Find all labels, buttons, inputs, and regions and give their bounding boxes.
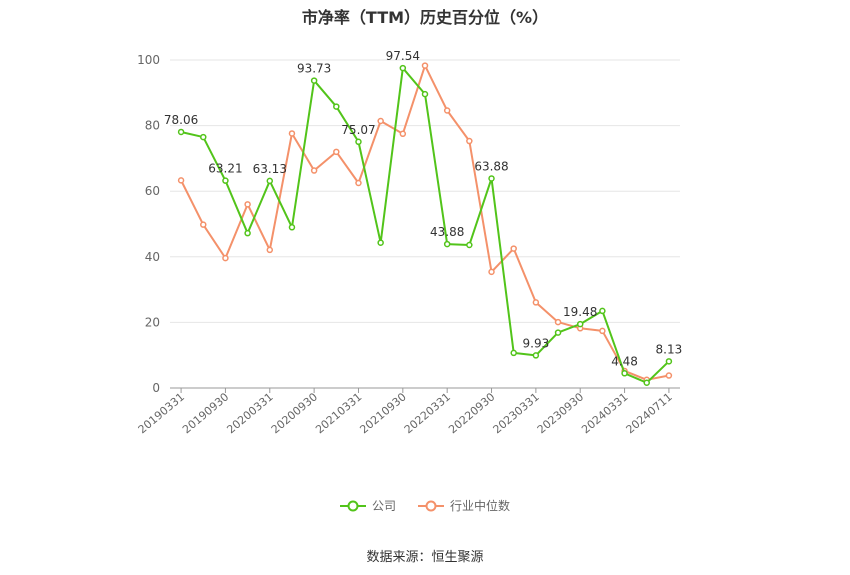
y-tick-label: 100: [137, 53, 160, 67]
data-point: [399, 64, 407, 72]
data-point: [488, 175, 495, 182]
data-point: [532, 299, 540, 306]
data-point: [443, 107, 451, 114]
x-tick-label: 20200331: [224, 390, 275, 436]
y-tick-label: 20: [145, 315, 160, 329]
data-point: [421, 62, 429, 69]
data-point: [333, 148, 340, 156]
data-label: 93.73: [297, 62, 331, 76]
data-label: 78.06: [164, 113, 198, 127]
data-point: [222, 254, 229, 262]
legend-label: 行业中位数: [450, 499, 511, 513]
legend-marker-icon: [339, 500, 366, 511]
x-tick-label: 20190331: [136, 390, 187, 436]
data-point: [466, 137, 473, 145]
data-label: 43.88: [430, 225, 464, 239]
y-tick-label: 80: [145, 119, 160, 133]
y-tick-label: 40: [145, 250, 160, 264]
data-point: [421, 90, 429, 98]
data-point: [177, 128, 185, 136]
data-point: [177, 177, 185, 184]
data-point: [665, 372, 673, 379]
data-point: [399, 130, 407, 138]
data-point: [599, 307, 606, 315]
data-label: 9.93: [523, 336, 550, 350]
data-point: [200, 221, 207, 228]
data-point: [244, 229, 251, 237]
data-point: [355, 179, 362, 187]
data-point: [222, 177, 229, 184]
data-point: [510, 245, 517, 252]
x-tick-label: 20240711: [624, 390, 675, 436]
y-tick-label: 0: [152, 381, 160, 395]
x-tick-label: 20230930: [535, 390, 586, 436]
data-point: [554, 318, 562, 326]
data-point: [576, 320, 584, 328]
data-point: [200, 133, 207, 141]
data-point: [621, 370, 628, 377]
data-point: [532, 352, 540, 359]
data-label: 8.13: [656, 342, 683, 356]
legend-label: 公司: [371, 499, 396, 513]
data-point: [665, 358, 673, 365]
x-tick-label: 20210331: [313, 390, 364, 436]
legend-item[interactable]: 行业中位数: [418, 497, 510, 514]
data-point: [310, 77, 318, 84]
data-point: [554, 329, 562, 336]
x-tick-label: 20230331: [491, 390, 542, 436]
data-point: [443, 240, 451, 248]
series-line: [180, 67, 670, 384]
data-point: [377, 239, 384, 246]
x-tick-label: 20190930: [180, 390, 231, 436]
data-point: [355, 138, 362, 146]
x-tick-label: 20200930: [269, 390, 320, 436]
data-point: [266, 177, 274, 185]
data-label: 97.54: [386, 49, 420, 63]
data-label: 19.48: [563, 305, 597, 319]
data-label: 63.21: [208, 162, 242, 176]
data-source: 数据来源：恒生聚源: [366, 550, 484, 565]
x-tick-label: 20220331: [402, 390, 453, 436]
x-tick-label: 20210930: [357, 390, 408, 436]
legend: 公司 行业中位数: [0, 497, 850, 514]
data-point: [510, 349, 517, 357]
data-point: [466, 241, 473, 249]
chart-title: 市净率（TTM）历史百分位（%）: [301, 8, 549, 27]
legend-item[interactable]: 公司: [339, 497, 396, 514]
series-line: [180, 64, 670, 381]
y-tick-label: 60: [145, 184, 160, 198]
data-label: 63.88: [474, 159, 508, 173]
data-point: [333, 103, 340, 110]
legend-marker-icon: [418, 500, 444, 511]
data-label: 4.48: [611, 354, 638, 368]
data-point: [266, 246, 274, 254]
data-point: [310, 167, 318, 174]
x-tick-label: 20220930: [446, 390, 497, 436]
x-tick-label: 20240331: [579, 390, 630, 436]
data-point: [288, 130, 296, 137]
data-point: [488, 268, 495, 276]
data-label: 75.07: [341, 123, 375, 137]
data-label: 63.13: [253, 162, 287, 176]
data-point: [244, 201, 251, 208]
data-point: [599, 327, 606, 335]
data-point: [288, 224, 296, 231]
data-point: [643, 379, 650, 387]
data-point: [377, 117, 384, 125]
